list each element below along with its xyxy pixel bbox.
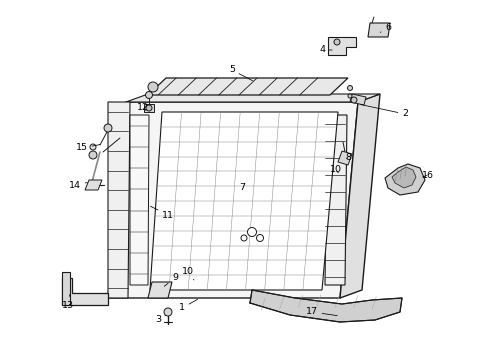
- Polygon shape: [340, 94, 380, 298]
- Circle shape: [146, 91, 152, 99]
- Text: 4: 4: [319, 45, 332, 54]
- Polygon shape: [350, 94, 366, 105]
- Polygon shape: [250, 290, 402, 322]
- Polygon shape: [328, 37, 356, 55]
- Text: 7: 7: [239, 184, 245, 193]
- Text: 9: 9: [164, 274, 178, 286]
- Circle shape: [148, 82, 158, 92]
- Polygon shape: [338, 151, 352, 165]
- Polygon shape: [392, 167, 416, 188]
- Circle shape: [334, 39, 340, 45]
- Polygon shape: [148, 78, 348, 95]
- Polygon shape: [62, 272, 70, 305]
- Polygon shape: [130, 115, 149, 285]
- Text: 12: 12: [137, 104, 149, 112]
- Text: 2: 2: [361, 104, 408, 118]
- Text: 5: 5: [229, 66, 252, 81]
- Circle shape: [351, 97, 357, 103]
- Text: 10: 10: [182, 267, 194, 280]
- Circle shape: [348, 94, 352, 98]
- Text: 14: 14: [69, 180, 87, 189]
- Circle shape: [146, 105, 152, 111]
- Text: 10: 10: [330, 166, 342, 175]
- Polygon shape: [85, 180, 102, 190]
- Polygon shape: [144, 104, 154, 112]
- Circle shape: [89, 151, 97, 159]
- Text: 11: 11: [150, 206, 174, 220]
- Circle shape: [247, 228, 256, 237]
- Circle shape: [164, 308, 172, 316]
- Text: 6: 6: [380, 22, 391, 32]
- Polygon shape: [62, 278, 108, 305]
- Text: 13: 13: [62, 295, 74, 310]
- Circle shape: [256, 234, 264, 242]
- Polygon shape: [148, 282, 172, 298]
- Circle shape: [347, 85, 352, 90]
- Polygon shape: [150, 112, 338, 290]
- Text: 16: 16: [422, 171, 434, 180]
- Polygon shape: [108, 102, 358, 298]
- Text: 17: 17: [306, 307, 337, 316]
- Circle shape: [90, 144, 96, 150]
- Polygon shape: [325, 115, 347, 285]
- Polygon shape: [385, 164, 425, 195]
- Polygon shape: [108, 102, 130, 298]
- Polygon shape: [126, 94, 380, 102]
- Text: 8: 8: [345, 153, 351, 162]
- Text: 1: 1: [179, 300, 197, 312]
- Circle shape: [241, 235, 247, 241]
- Circle shape: [104, 124, 112, 132]
- Text: 3: 3: [155, 315, 166, 324]
- Text: 15: 15: [76, 144, 100, 153]
- Polygon shape: [368, 23, 390, 37]
